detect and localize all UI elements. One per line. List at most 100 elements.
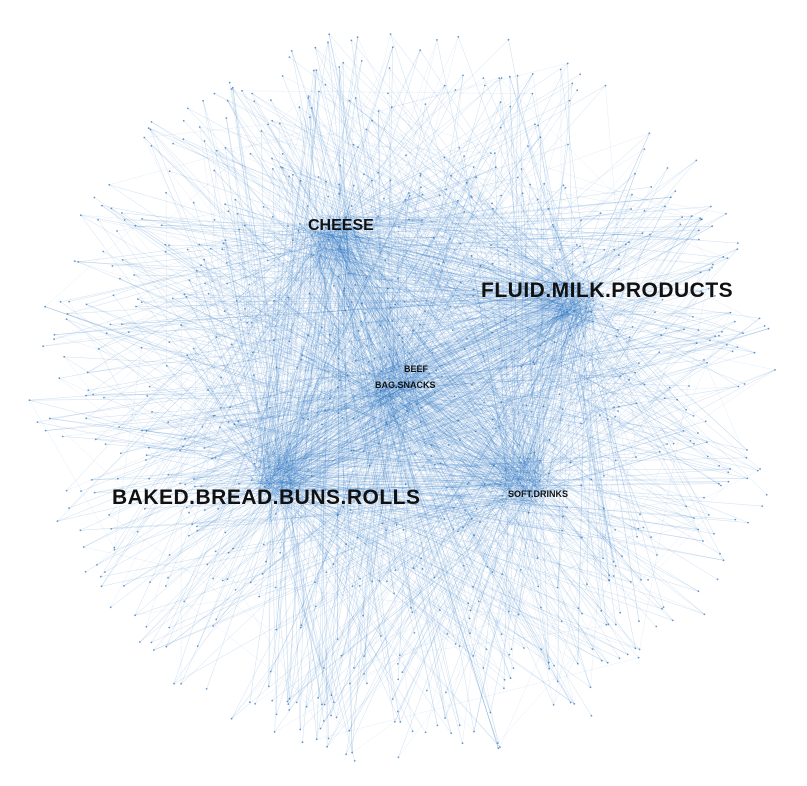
graph-edge [569, 296, 586, 336]
graph-edge [293, 424, 323, 487]
graph-node [471, 384, 473, 386]
graph-node [643, 383, 646, 386]
graph-edge [165, 192, 168, 366]
graph-edge [235, 376, 405, 591]
graph-edge [272, 481, 729, 493]
graph-node [319, 727, 322, 730]
graph-node [618, 254, 620, 256]
graph-edge [518, 487, 532, 615]
graph-node [697, 329, 700, 331]
graph-edge [311, 223, 401, 723]
graph-node [84, 570, 87, 573]
graph-node [352, 184, 355, 187]
graph-edge [311, 475, 521, 487]
graph-edge [272, 168, 280, 465]
graph-edge [309, 293, 413, 387]
graph-node [606, 661, 609, 664]
graph-node [373, 357, 376, 360]
graph-node [472, 586, 474, 588]
graph-edge [309, 248, 331, 294]
graph-node [341, 417, 344, 419]
graph-node [746, 477, 749, 480]
graph-node [325, 571, 328, 574]
graph-edge [348, 273, 569, 313]
graph-edge [315, 231, 592, 290]
graph-edge [113, 295, 268, 500]
graph-edge [407, 371, 571, 463]
graph-edge [86, 249, 322, 419]
graph-node [608, 579, 610, 582]
graph-edge [268, 464, 558, 588]
graph-node [457, 419, 460, 422]
graph-edge [353, 418, 505, 680]
graph-edge [262, 399, 384, 575]
graph-edge [521, 504, 620, 659]
graph-edge [230, 380, 414, 408]
graph-edge [349, 246, 461, 283]
graph-node [42, 345, 44, 348]
graph-node [82, 546, 85, 548]
graph-edge [306, 386, 391, 707]
graph-edge [339, 165, 511, 474]
graph-node [718, 482, 720, 485]
graph-edge [275, 461, 294, 630]
graph-node [424, 310, 426, 313]
graph-edge [231, 88, 347, 226]
graph-edge [315, 47, 608, 420]
graph-edge [204, 283, 397, 380]
graph-edge [387, 83, 573, 379]
graph-edge [386, 295, 474, 380]
graph-edge [347, 242, 630, 376]
graph-edge [510, 184, 531, 480]
graph-node [344, 309, 347, 312]
graph-edge [490, 148, 645, 246]
graph-edge [410, 385, 502, 403]
graph-edge [193, 478, 535, 502]
graph-edge [333, 218, 720, 467]
graph-edge [616, 336, 776, 371]
graph-edge [148, 127, 575, 298]
graph-edge [64, 356, 389, 375]
graph-edge [508, 39, 564, 320]
graph-edge [87, 314, 572, 373]
graph-edge [537, 283, 584, 559]
graph-node [408, 352, 411, 355]
graph-edge [457, 497, 705, 532]
graph-edge [320, 227, 699, 530]
node-layer [28, 33, 776, 762]
graph-edge [288, 335, 719, 468]
graph-edge [220, 377, 258, 476]
graph-edge [254, 378, 413, 704]
graph-edge [260, 492, 458, 532]
graph-node [292, 239, 294, 242]
graph-node [397, 756, 400, 759]
graph-edge [201, 362, 639, 487]
graph-edge [255, 477, 542, 650]
graph-edge [411, 371, 583, 614]
graph-edge [313, 248, 619, 270]
graph-edge [276, 312, 731, 630]
graph-node [449, 238, 451, 240]
graph-node [664, 397, 666, 400]
graph-edge [520, 197, 672, 484]
graph-edge [317, 247, 708, 364]
graph-node [164, 585, 167, 587]
graph-edge [261, 130, 574, 290]
graph-node [520, 365, 523, 368]
graph-edge [386, 384, 491, 713]
graph-node [500, 194, 502, 197]
graph-edge [329, 310, 581, 399]
graph-edge [584, 316, 767, 495]
graph-edge [329, 230, 699, 335]
graph-edge [134, 177, 477, 276]
graph-edge [494, 153, 507, 502]
graph-node [420, 186, 422, 189]
graph-node [44, 429, 47, 432]
graph-edge [141, 430, 147, 456]
graph-node [472, 294, 475, 297]
graph-edge [324, 237, 644, 528]
graph-edge [421, 125, 539, 221]
graph-edge [312, 248, 617, 337]
graph-edge [405, 155, 532, 481]
graph-node [195, 269, 198, 272]
